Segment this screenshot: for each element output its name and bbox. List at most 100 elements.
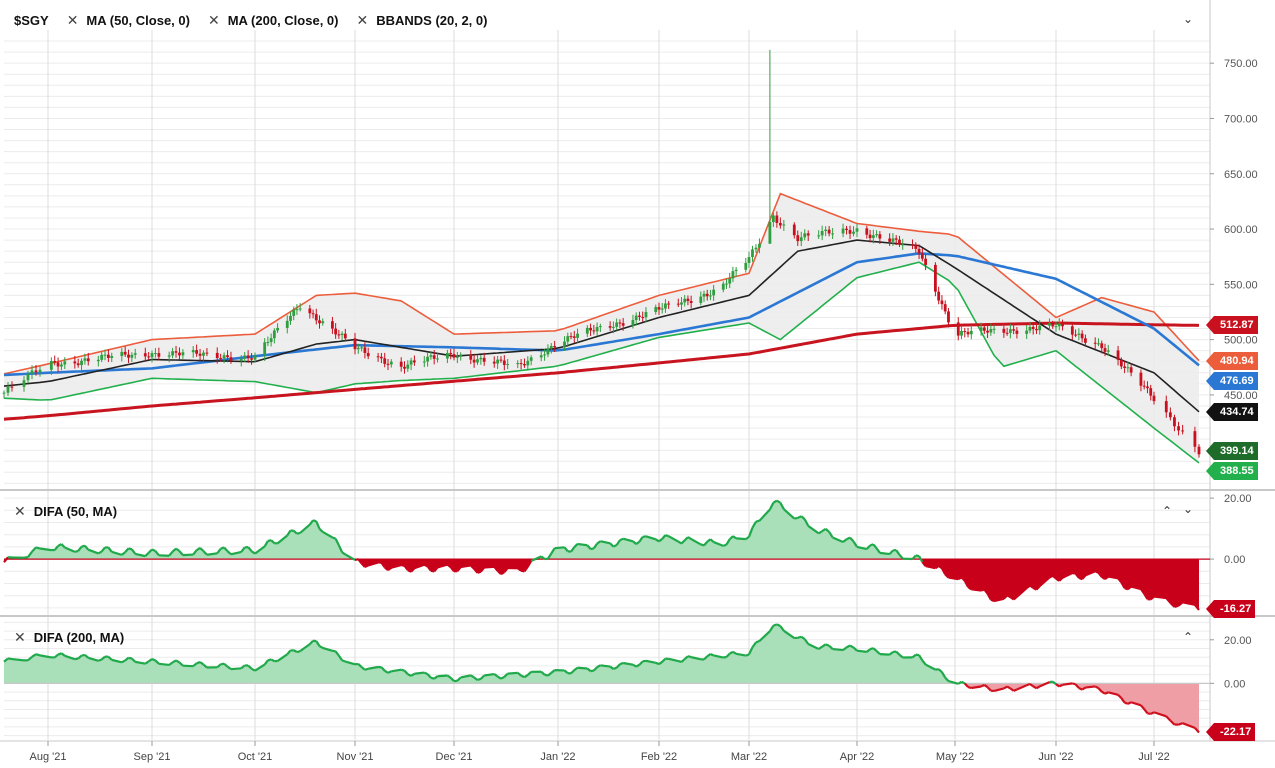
candle-body xyxy=(747,257,751,263)
candle-body xyxy=(751,249,754,258)
difa50-line-segment xyxy=(600,540,611,545)
difa50-line-segment xyxy=(747,527,754,538)
y-tick-label: 20.00 xyxy=(1224,493,1252,505)
candle-body xyxy=(2,392,6,394)
candle-body xyxy=(103,354,107,356)
difa200-line-segment xyxy=(596,664,601,669)
candle-body xyxy=(888,238,892,242)
bbands-lower-line xyxy=(3,261,1200,464)
difa50-line-segment xyxy=(1062,572,1073,579)
candle-body xyxy=(638,315,641,318)
difa200-line-segment xyxy=(683,655,689,660)
difa200-line-segment xyxy=(111,658,123,664)
difa50-line-segment xyxy=(865,544,871,550)
difa50-line-segment xyxy=(493,566,499,572)
candle-body xyxy=(1031,326,1035,330)
price-badge: 388.55 xyxy=(1206,462,1258,481)
difa50-line-segment xyxy=(1012,595,1018,601)
close-icon[interactable]: ✕ xyxy=(14,503,26,519)
candle-body xyxy=(721,283,725,290)
difa50-line-segment xyxy=(263,540,269,547)
difa200-line-segment xyxy=(971,685,982,690)
difa200-line-segment xyxy=(1032,685,1038,690)
candle-body xyxy=(546,348,550,355)
difa50-line-segment xyxy=(980,588,985,592)
difa50-line-segment xyxy=(87,548,99,555)
difa200-line-segment xyxy=(1094,685,1099,690)
candle-body xyxy=(86,358,90,362)
candle-body xyxy=(229,357,233,361)
difa50-line-segment xyxy=(254,545,266,555)
difa200-line-segment xyxy=(263,659,269,666)
candle-body xyxy=(171,351,174,356)
difa200-line-segment xyxy=(577,666,588,670)
difa50-line-segment xyxy=(477,570,482,574)
candle-body xyxy=(1152,395,1156,402)
difa50-line-segment xyxy=(1025,584,1031,589)
difa50-positive-area xyxy=(4,500,1199,560)
candle-body xyxy=(799,237,803,242)
difa50-line-segment xyxy=(312,519,317,523)
candle-body xyxy=(226,355,229,358)
difa50-line-segment xyxy=(1182,601,1196,606)
chevron-up-icon[interactable]: ⌃ xyxy=(1162,504,1173,518)
difa50-line-segment xyxy=(383,566,389,571)
chevron-down-icon[interactable]: ⌄ xyxy=(1183,12,1194,26)
difa50-line-segment xyxy=(1058,576,1064,582)
difa50-line-segment xyxy=(856,545,868,551)
difa200-line-segment xyxy=(3,657,9,663)
difa50-line-segment xyxy=(391,563,402,569)
difa200-line-segment xyxy=(706,653,712,658)
difa200-line-segment xyxy=(77,654,83,660)
difa200-line-segment xyxy=(128,656,133,660)
difa200-line-segment xyxy=(1127,701,1132,705)
price-badge: -22.17 xyxy=(1205,722,1256,741)
close-icon[interactable]: ✕ xyxy=(356,12,369,28)
difa200-line-segment xyxy=(497,675,502,680)
candle-body xyxy=(181,352,185,356)
difa50-line-segment xyxy=(888,549,894,555)
candle-body xyxy=(308,308,312,314)
difa200-line-segment xyxy=(609,665,615,670)
difa200-line-segment xyxy=(983,684,989,689)
chevron-up-icon[interactable]: ⌃ xyxy=(1183,630,1194,644)
candle-body xyxy=(654,307,658,312)
difa200-line-segment xyxy=(192,662,198,668)
chevron-down-icon[interactable]: ⌄ xyxy=(1183,502,1194,516)
candle-body xyxy=(911,244,914,246)
difa50-line-segment xyxy=(84,544,90,551)
candle-body xyxy=(10,386,14,388)
candle-body xyxy=(523,364,526,366)
difa200-line-segment xyxy=(586,667,592,672)
difa50-line-segment xyxy=(151,548,156,553)
difa200-line-segment xyxy=(1078,687,1083,691)
difa50-line-segment xyxy=(570,546,576,553)
difa200-line-segment xyxy=(81,653,86,657)
close-icon[interactable]: ✕ xyxy=(66,12,79,28)
candle-body xyxy=(1181,430,1185,432)
difa200-line-segment xyxy=(456,676,462,682)
candle-body xyxy=(667,303,671,305)
difa200-line-segment xyxy=(1006,685,1011,690)
difa200-line-segment xyxy=(1169,719,1176,726)
close-icon[interactable]: ✕ xyxy=(207,12,220,28)
legend-ma200: ✕ MA (200, Close, 0) xyxy=(208,12,339,29)
difa200-line-segment xyxy=(1072,682,1076,686)
difa50-line-segment xyxy=(107,546,113,553)
candle-body xyxy=(292,309,296,316)
x-tick-label: Mar '22 xyxy=(731,751,767,763)
candle-body xyxy=(924,258,927,265)
candle-body xyxy=(459,354,463,357)
difa200-line-segment xyxy=(1143,708,1149,714)
candle-body xyxy=(782,224,786,226)
difa50-line-segment xyxy=(299,523,311,534)
candle-body xyxy=(1025,330,1029,334)
candle-body xyxy=(644,311,648,318)
difa200-line-segment xyxy=(240,664,246,670)
difa50-line-segment xyxy=(713,541,724,547)
difa50-line-segment xyxy=(554,546,565,550)
close-icon[interactable]: ✕ xyxy=(14,629,26,645)
difa200-line-segment xyxy=(84,654,89,659)
difa50-line-segment xyxy=(81,544,86,548)
